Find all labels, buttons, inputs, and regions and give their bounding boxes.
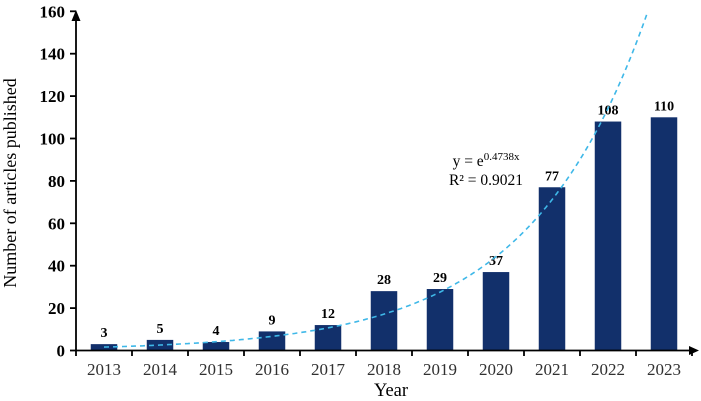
- x-axis-title: Year: [374, 381, 408, 401]
- bar-2021: [538, 187, 566, 351]
- x-tick-label-2014: 2014: [143, 360, 178, 379]
- bar-label-2013: 3: [101, 326, 108, 341]
- y-axis-title: Number of articles published: [0, 78, 20, 287]
- x-tick-label-2021: 2021: [535, 360, 569, 379]
- bar-2013: [90, 344, 118, 351]
- bar-label-2014: 5: [157, 322, 164, 337]
- x-tick-label-2016: 2016: [255, 360, 289, 379]
- bar-2017: [314, 325, 342, 351]
- trendline-equation: y = e0.4738x: [453, 151, 520, 170]
- bar-value-labels: 3 5 4 9 12 28 29 37 77 108 110: [101, 99, 675, 341]
- x-tick-label-2015: 2015: [199, 360, 233, 379]
- bar-2020: [482, 272, 510, 351]
- x-tick-label-2019: 2019: [423, 360, 457, 379]
- bar-2019: [426, 289, 454, 351]
- trendline-r-squared: R² = 0.9021: [449, 172, 523, 189]
- y-tick-label-120: 120: [40, 87, 66, 106]
- y-tick-label-0: 0: [57, 342, 66, 361]
- bar-label-2020: 37: [489, 254, 503, 269]
- bar-label-2021: 77: [545, 169, 559, 184]
- y-tick-label-80: 80: [48, 172, 65, 191]
- x-tick-label-2023: 2023: [647, 360, 681, 379]
- y-tick-label-60: 60: [48, 214, 65, 233]
- bar-label-2015: 4: [213, 324, 220, 339]
- x-tick-label-2022: 2022: [591, 360, 625, 379]
- y-axis-arrowhead: [71, 10, 81, 21]
- x-tick-label-2017: 2017: [311, 360, 346, 379]
- bar-2016: [258, 331, 286, 351]
- bar-label-2017: 12: [321, 307, 335, 322]
- y-tick-label-100: 100: [40, 130, 66, 149]
- trendline-equation-exponent: 0.4738x: [484, 151, 520, 163]
- bar-2022: [594, 121, 622, 351]
- x-axis: 2013 2014 2015 2016 2017 2018 2019 2020 2021 2022…: [75, 346, 699, 379]
- bar-2015: [202, 342, 230, 351]
- x-tick-label-2020: 2020: [479, 360, 513, 379]
- y-tick-label-40: 40: [48, 257, 65, 276]
- y-tick-label-160: 160: [40, 2, 66, 21]
- x-tick-label-2013: 2013: [87, 360, 121, 379]
- bar-label-2016: 9: [269, 313, 276, 328]
- bar-label-2018: 28: [377, 273, 391, 288]
- bars: [90, 117, 678, 351]
- y-tick-label-20: 20: [48, 299, 65, 318]
- bar-label-2022: 108: [598, 104, 619, 119]
- y-tick-label-140: 140: [40, 45, 66, 64]
- bar-label-2019: 29: [433, 271, 447, 286]
- y-axis: 0 20 40 60 80 100 120 140 160: [40, 2, 81, 361]
- x-axis-arrowhead: [689, 346, 699, 355]
- exponential-trendline: [103, 12, 648, 348]
- bar-label-2023: 110: [654, 99, 674, 114]
- x-tick-label-2018: 2018: [367, 360, 401, 379]
- trendline-equation-base: y = e: [453, 153, 484, 170]
- bar-2023: [650, 117, 678, 351]
- bar-2018: [370, 291, 398, 351]
